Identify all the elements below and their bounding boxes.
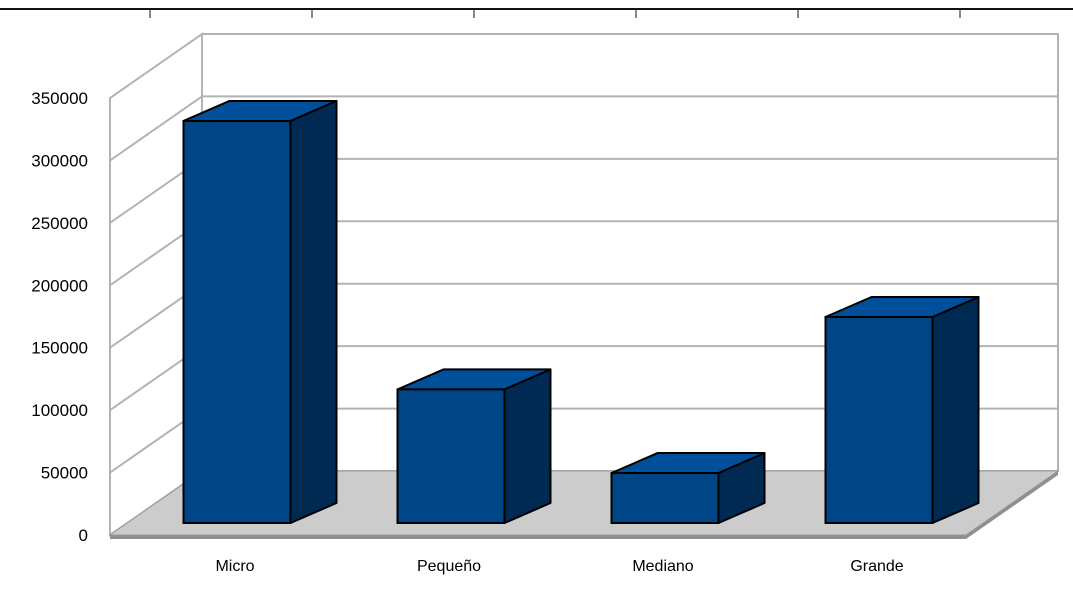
- bar-pequeño: [396, 368, 552, 524]
- x-tick-label: Grande: [850, 558, 903, 575]
- x-axis-tick-labels: Micro Pequeño Mediano Grande: [215, 558, 903, 575]
- side-gridline: [109, 95, 203, 162]
- x-tick-label: Mediano: [632, 558, 693, 575]
- x-tick-label: Pequeño: [417, 558, 481, 575]
- bar-front-face: [610, 472, 720, 524]
- y-axis-tick-labels: 0 50000 100000 150000 200000 250000 300000 3500…: [31, 89, 88, 545]
- y-tick-label: 350000: [31, 89, 88, 108]
- y-tick-label: 150000: [31, 339, 88, 358]
- y-tick-label: 100000: [31, 401, 88, 420]
- bar-front-face: [182, 119, 292, 525]
- y-tick-label: 50000: [41, 464, 88, 483]
- bar-micro: [182, 99, 338, 525]
- bar-side-face: [503, 368, 552, 524]
- bar-grande: [824, 295, 980, 524]
- y-tick-label: 300000: [31, 151, 88, 170]
- y-tick-label: 0: [79, 526, 88, 545]
- x-tick-label: Micro: [215, 558, 254, 575]
- bar-front-face: [396, 388, 506, 524]
- chart-floor: [108, 470, 1060, 539]
- y-tick-label: 200000: [31, 276, 88, 295]
- bar-mediano: [610, 452, 766, 524]
- y-tick-label: 250000: [31, 214, 88, 233]
- bar-side-face: [289, 99, 338, 524]
- bar-side-face: [931, 295, 980, 524]
- bars: [182, 99, 980, 525]
- bar-front-face: [824, 315, 934, 524]
